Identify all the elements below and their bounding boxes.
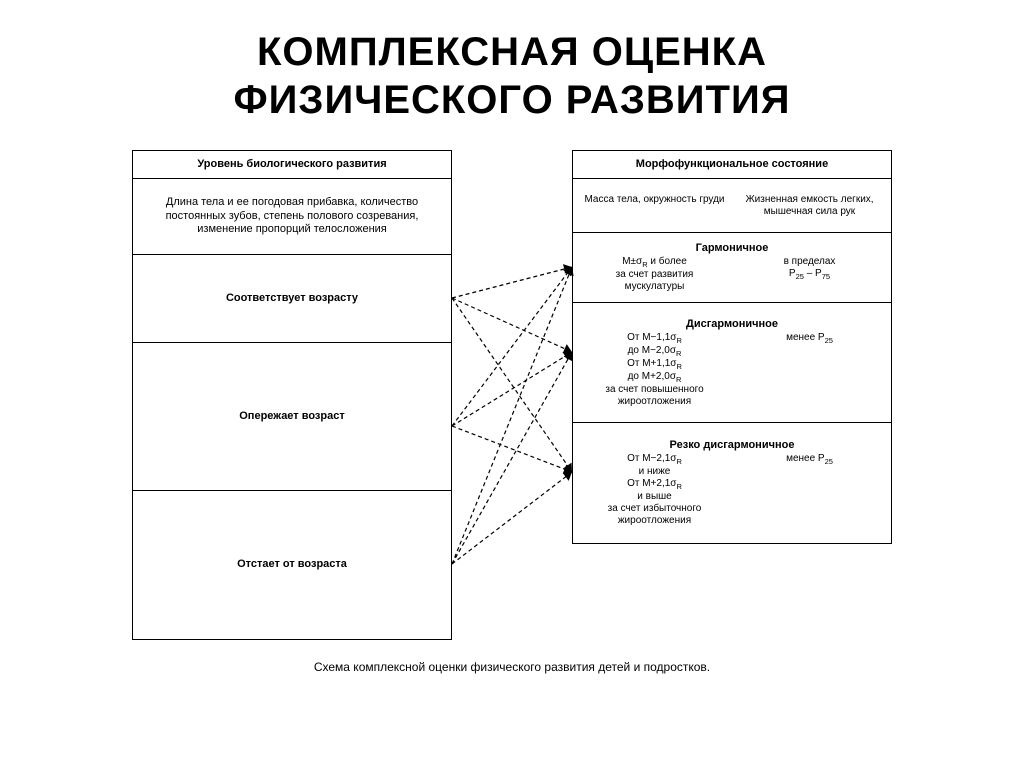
right-column: Морфофункциональное состояние Масса тела… [572,150,892,544]
right-header: Морфофункциональное состояние [573,151,891,179]
title-line-1: КОМПЛЕКСНАЯ ОЦЕНКА [257,30,767,74]
right-row-0-left: M±σR и болееза счет развитиямускулатуры [581,256,728,293]
right-row-2: Резко дисгармоничное От M−2,1σRи нижеОт … [573,423,891,543]
page-title: КОМПЛЕКСНАЯ ОЦЕНКА ФИЗИЧЕСКОГО РАЗВИТИЯ [0,0,1024,124]
title-line-2: ФИЗИЧЕСКОГО РАЗВИТИЯ [234,78,791,122]
right-criteria: Масса тела, окружность груди Жизненная е… [573,179,891,233]
right-row-0: Гармоничное M±σR и болееза счет развития… [573,233,891,303]
right-row-1: Дисгармоничное От M−1,1σRдо M−2,0σRОт M+… [573,303,891,423]
right-row-0-title: Гармоничное [696,242,769,254]
arrow-layer [452,150,572,640]
right-row-0-right: в пределахP25 – P75 [736,256,883,293]
right-row-1-right: менее P25 [736,332,883,408]
right-criteria-right: Жизненная емкость легких, мышечная сила … [736,194,883,218]
left-column: Уровень биологического развития Длина те… [132,150,452,640]
right-criteria-left: Масса тела, окружность груди [581,194,728,218]
right-row-1-title: Дисгармоничное [686,318,778,330]
caption: Схема комплексной оценки физического раз… [0,660,1024,675]
left-criteria: Длина тела и ее погодовая прибавка, коли… [133,179,451,255]
right-row-1-left: От M−1,1σRдо M−2,0σRОт M+1,1σRдо M+2,0σR… [581,332,728,408]
left-header: Уровень биологического развития [133,151,451,179]
left-row-2: Отстает от возраста [133,491,451,639]
left-row-0: Соответствует возрасту [133,255,451,343]
right-row-2-title: Резко дисгармоничное [670,439,795,451]
diagram: Уровень биологического развития Длина те… [132,150,892,640]
right-row-2-left: От M−2,1σRи нижеОт M+2,1σRи вышеза счет … [581,453,728,527]
right-row-2-right: менее P25 [736,453,883,527]
left-row-1: Опережает возраст [133,343,451,491]
